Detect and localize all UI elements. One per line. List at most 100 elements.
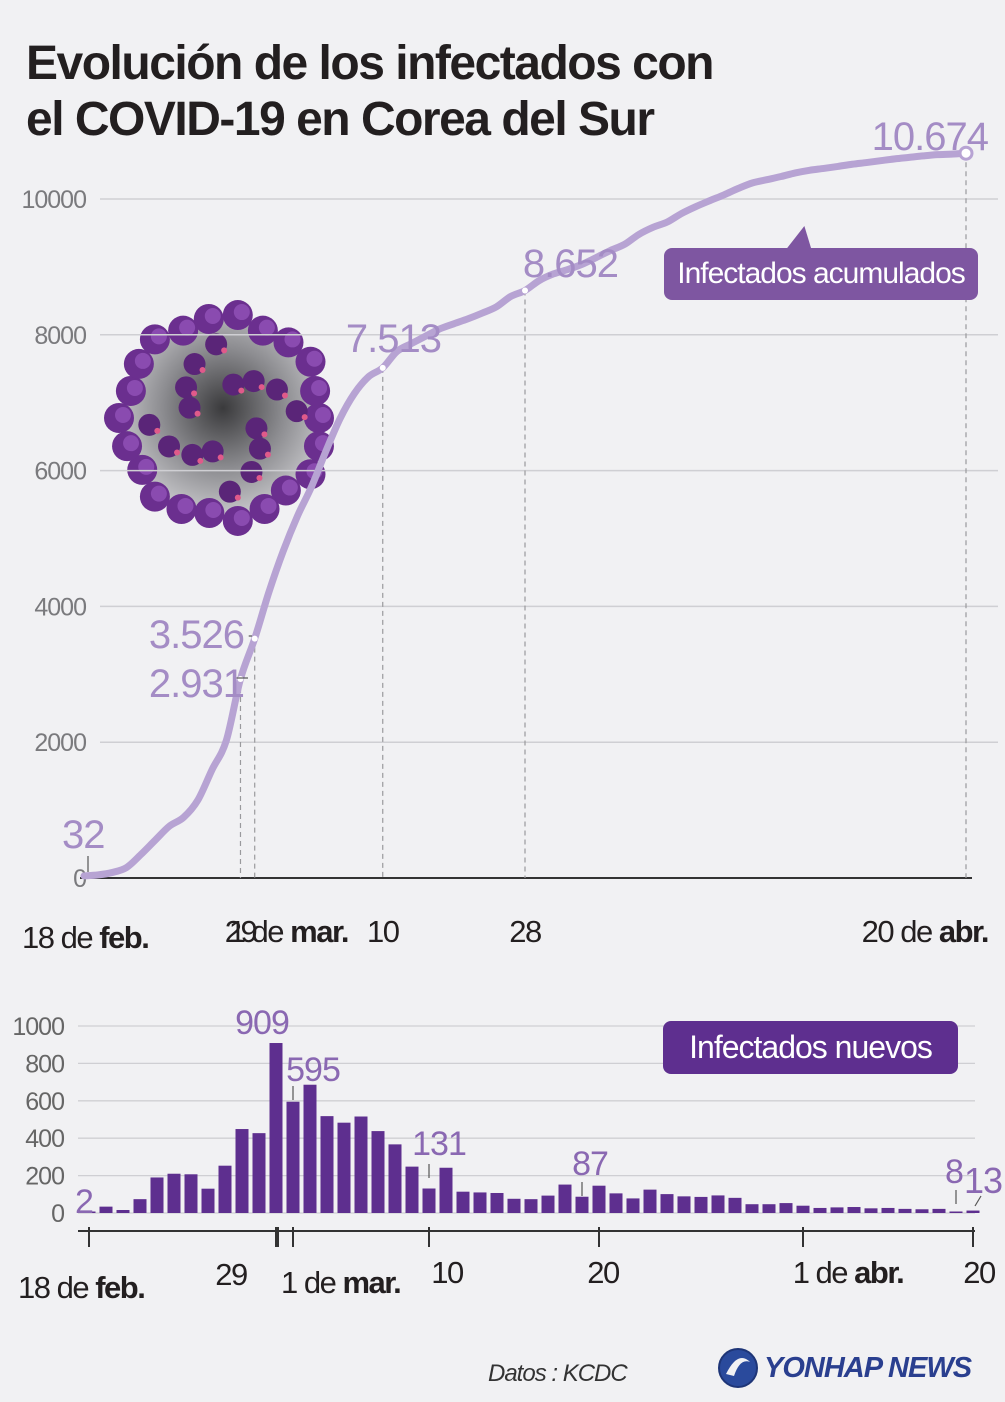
bar: [337, 1122, 351, 1213]
data-label: 8.652: [523, 242, 618, 286]
virus-spike: [123, 435, 140, 452]
virus-protein: [301, 414, 308, 421]
x-tick-day: 20: [587, 1255, 620, 1290]
x-tick-day: 28: [509, 914, 541, 949]
y-tick-label: 6000: [34, 458, 86, 486]
data-marker: [379, 364, 386, 371]
x-tick-label: 29: [215, 1257, 247, 1292]
data-marker: [251, 635, 258, 642]
data-label: 7.513: [346, 317, 441, 361]
bar: [847, 1207, 861, 1213]
virus-protein: [217, 454, 224, 461]
x-tick-day: 1 de: [793, 1255, 854, 1290]
bar: [915, 1209, 929, 1213]
y-tick-label: 0: [51, 1200, 64, 1228]
x-tick-label: 28: [509, 914, 541, 949]
page-title: Evolución de los infectados con el COVID…: [26, 36, 786, 148]
bar: [490, 1192, 504, 1213]
bar: [456, 1191, 470, 1213]
virus-protein: [256, 474, 263, 481]
y-tick-label: 2000: [34, 729, 86, 757]
data-label: 13: [964, 1160, 1002, 1201]
x-tick-label: 1 de abr.: [793, 1255, 904, 1290]
x-tick-label: 20 de abr.: [862, 914, 988, 949]
bar: [796, 1205, 810, 1213]
bar: [150, 1177, 164, 1213]
bar: [269, 1043, 283, 1213]
virus-protein: [191, 390, 198, 397]
bar: [167, 1173, 181, 1213]
virus-spike: [233, 304, 250, 321]
x-tick-day: 20 de: [862, 914, 939, 949]
bar: [626, 1198, 640, 1213]
bar: [286, 1101, 300, 1213]
virus-protein: [194, 410, 201, 417]
x-tick-label: 10: [367, 914, 400, 949]
title-line-1: Evolución de los infectados con: [26, 37, 714, 90]
bar: [82, 1211, 96, 1213]
end-marker: [958, 145, 974, 161]
y-tick-label: 4000: [34, 593, 86, 621]
bar: [99, 1206, 113, 1213]
x-tick-day: 20: [963, 1255, 996, 1290]
x-tick-label: 20: [587, 1255, 620, 1290]
bar: [252, 1133, 266, 1213]
bar: [524, 1199, 538, 1213]
legend-cumulative: Infectados acumulados: [664, 248, 978, 300]
data-label: 10.674: [872, 115, 989, 159]
bar: [558, 1184, 572, 1213]
virus-protein: [199, 367, 206, 374]
bar: [303, 1084, 317, 1213]
bar: [745, 1204, 759, 1213]
virus-spike: [204, 308, 221, 325]
bar: [864, 1208, 878, 1213]
data-label: 32: [62, 813, 105, 857]
leader-line: [974, 1195, 982, 1207]
bar: [235, 1129, 249, 1213]
bar: [711, 1195, 725, 1213]
bar: [541, 1195, 555, 1213]
bar: [575, 1196, 589, 1213]
virus-spike: [233, 509, 250, 526]
y-tick-label: 600: [25, 1088, 64, 1116]
bar: [660, 1194, 674, 1213]
bar: [592, 1185, 606, 1213]
x-tick-label: 1 de mar.: [229, 914, 348, 949]
bar: [405, 1166, 419, 1213]
bar: [728, 1197, 742, 1213]
logo-text: YONHAP NEWS: [764, 1352, 972, 1384]
virus-protein: [261, 431, 268, 438]
x-tick-month: abr.: [854, 1255, 903, 1290]
x-tick-day: 1 de: [281, 1265, 342, 1300]
bar: [694, 1196, 708, 1213]
x-tick-month: abr.: [939, 914, 988, 949]
data-label: 131: [412, 1125, 466, 1163]
virus-spike: [150, 485, 167, 502]
x-tick-day: 18 de: [22, 920, 99, 955]
y-tick-label: 8000: [34, 322, 86, 350]
bar: [677, 1196, 691, 1213]
virus-spike: [306, 350, 323, 367]
x-tick-label: 29: [225, 914, 257, 949]
bar: [881, 1207, 895, 1213]
data-label: 87: [572, 1145, 608, 1183]
y-tick-label: 400: [25, 1125, 64, 1153]
bar: [133, 1199, 147, 1213]
x-tick-month: feb.: [95, 1270, 144, 1305]
x-tick-day: 29: [215, 1257, 247, 1292]
x-tick-day: 10: [367, 914, 400, 949]
data-label: 8: [945, 1153, 963, 1191]
virus-protein: [154, 427, 161, 434]
x-tick-label: 18 de feb.: [18, 1270, 144, 1305]
virus-spike: [281, 479, 298, 496]
bar: [201, 1188, 215, 1213]
legend-new-cases: Infectados nuevos: [663, 1021, 958, 1074]
virus-protein: [258, 384, 265, 391]
virus-spike: [311, 379, 328, 396]
virus-protein: [221, 347, 228, 354]
x-tick-month: mar.: [290, 914, 348, 949]
virus-spike: [150, 328, 167, 345]
virus-spike: [126, 379, 143, 396]
yonhap-emblem-icon: [718, 1348, 758, 1388]
bar: [473, 1192, 487, 1213]
